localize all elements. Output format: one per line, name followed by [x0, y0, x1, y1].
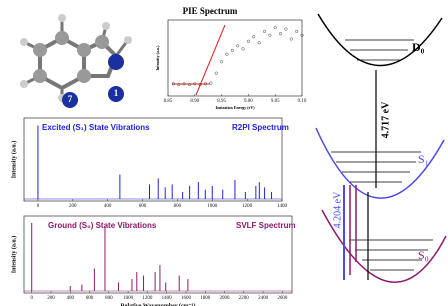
- level-label: D₀: [412, 40, 425, 54]
- x-tick-label: 1400: [162, 296, 173, 301]
- point: [231, 49, 234, 52]
- x-tick-label: 9.10: [298, 99, 307, 104]
- x-tick-label: 2600: [277, 296, 288, 301]
- chart-title: PIE Spectrum: [183, 6, 238, 16]
- energy-diagram: [316, 14, 446, 282]
- point: [236, 45, 239, 48]
- y-axis-label: Intensity (a.u.): [10, 236, 17, 274]
- atom-label: 1: [114, 88, 119, 98]
- point: [269, 34, 272, 37]
- x-tick-label: 400: [104, 204, 112, 209]
- x-tick-label: 400: [67, 296, 75, 301]
- point: [263, 30, 266, 33]
- atom-label: 2: [130, 70, 135, 80]
- point: [210, 82, 213, 85]
- level-label: S₀: [418, 248, 429, 262]
- point: [247, 40, 250, 43]
- y-axis-label: Intensity (a.u.): [155, 45, 160, 71]
- point: [295, 30, 298, 33]
- x-tick-label: 1000: [123, 296, 134, 301]
- point: [285, 28, 288, 31]
- x-tick-label: 1200: [142, 296, 153, 301]
- figure: 2 1 7 D₀ S₁ S₀ 4.717 eV 4.204 eV PIE Spe…: [0, 0, 448, 306]
- level-label: S₁: [418, 152, 429, 166]
- point: [252, 35, 255, 38]
- energy-label: 4.717 eV: [380, 101, 391, 138]
- point: [279, 32, 282, 35]
- x-tick-label: 8.85: [164, 99, 173, 104]
- x-tick-label: 2400: [258, 296, 269, 301]
- x-tick-label: 800: [174, 204, 182, 209]
- x-tick-label: 8.95: [217, 99, 226, 104]
- x-tick-label: 0: [30, 296, 33, 301]
- x-tick-label: 9.05: [271, 99, 280, 104]
- point: [226, 53, 229, 56]
- x-tick-label: 2000: [220, 296, 231, 301]
- point: [220, 61, 223, 64]
- point: [274, 26, 277, 29]
- x-axis-label: Relative Wavenumber (cm⁻¹): [120, 302, 195, 306]
- chart-title: Excited (S₁) State Vibrations: [42, 123, 150, 132]
- x-tick-label: 200: [47, 296, 55, 301]
- x-tick-label: 9.00: [244, 99, 253, 104]
- annotation: R2PI Spectrum: [232, 123, 289, 132]
- x-tick-label: 1800: [200, 296, 211, 301]
- x-axis-label: Ionization Energy (eV): [215, 105, 255, 110]
- point: [258, 42, 261, 45]
- chart-title: Ground (S₀) State Vibrations: [48, 221, 157, 230]
- x-tick-label: 200: [69, 204, 77, 209]
- x-tick-label: 8.90: [190, 99, 199, 104]
- x-tick-label: 600: [139, 204, 147, 209]
- point: [242, 48, 245, 51]
- x-tick-label: 1600: [181, 296, 192, 301]
- x-tick-label: 800: [105, 296, 113, 301]
- x-tick-label: 2200: [239, 296, 250, 301]
- x-tick-label: 1200: [242, 204, 253, 209]
- x-tick-label: 1400: [277, 204, 288, 209]
- point: [290, 38, 293, 41]
- atom-label: 7: [68, 94, 73, 104]
- x-tick-label: 0: [37, 204, 40, 209]
- x-tick-label: 1000: [207, 204, 218, 209]
- point: [215, 72, 218, 75]
- energy-label: 4.204 eV: [332, 191, 343, 228]
- x-tick-label: 600: [86, 296, 94, 301]
- y-axis-label: Intensity (a.u.): [10, 141, 17, 179]
- annotation: SVLF Spectrum: [236, 221, 296, 230]
